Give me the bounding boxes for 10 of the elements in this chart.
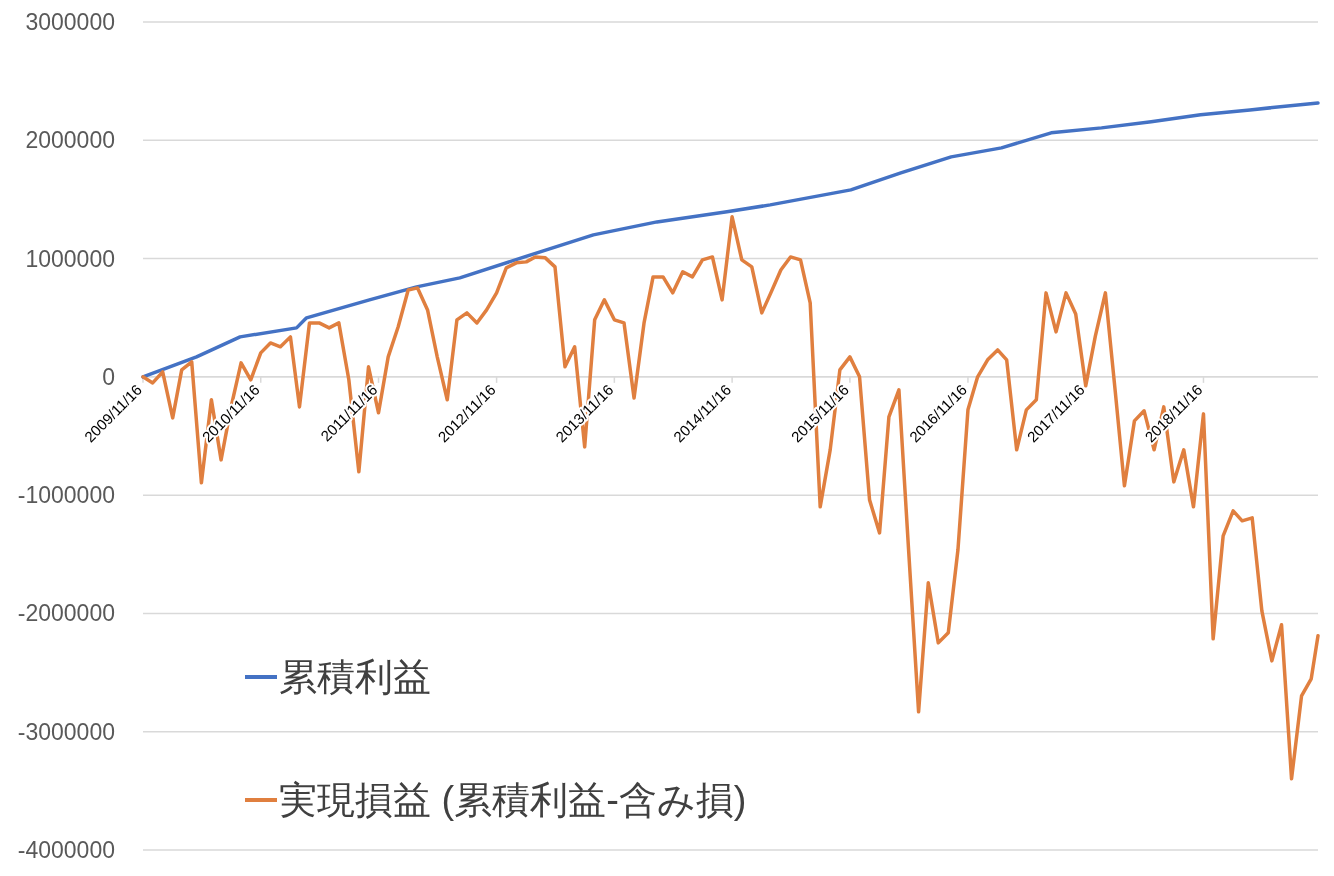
y-tick-label: -3000000: [17, 718, 115, 745]
y-tick-label: -1000000: [17, 482, 115, 509]
y-tick-label: 2000000: [25, 127, 115, 154]
legend-label: 累積利益: [279, 656, 431, 698]
y-tick-label: 0: [102, 363, 115, 390]
y-tick-label: -4000000: [17, 837, 115, 863]
legend-label: 実現損益 (累積利益-含み損): [279, 779, 747, 821]
y-tick-label: 3000000: [25, 9, 115, 35]
y-tick-label: -2000000: [17, 600, 115, 627]
y-tick-label: 1000000: [25, 245, 115, 272]
